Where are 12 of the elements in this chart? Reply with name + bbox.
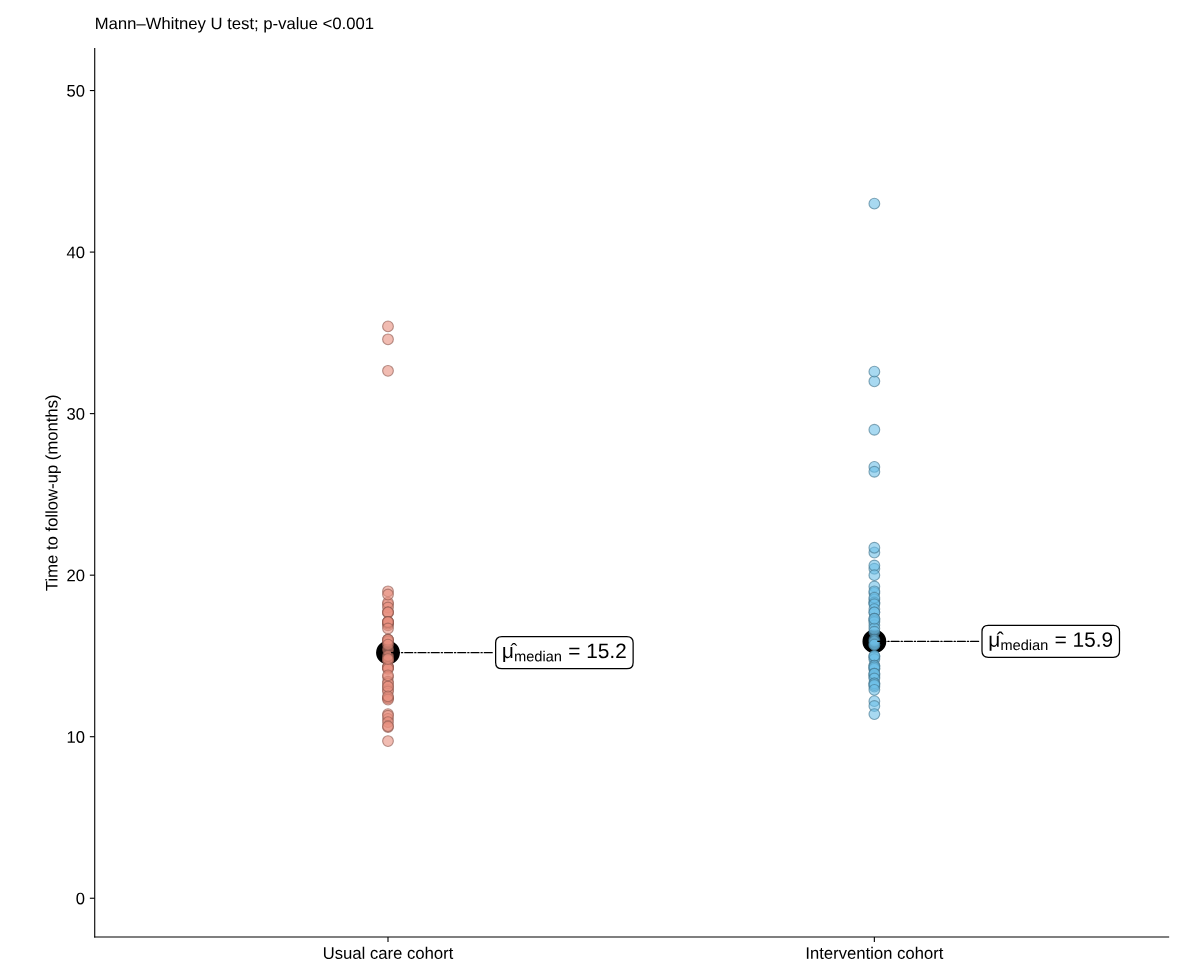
- x-tick-label: Intervention cohort: [806, 946, 944, 959]
- y-tick-label: 30: [67, 408, 85, 420]
- x-tick-label: Usual care cohort: [323, 946, 454, 959]
- annotation: μ̂$_{median}$ = 15.2: [503, 642, 626, 663]
- chart-title: Mann–Whitney U test; p-value <0.001: [96, 17, 374, 33]
- y-tick-label: 10: [67, 731, 85, 743]
- annotation: μ̂$_{median}$ = 15.9: [989, 631, 1113, 651]
- y-tick-label: 40: [66, 246, 85, 259]
- y-tick-label: 50: [67, 84, 85, 97]
- y-tick-label: 20: [67, 569, 85, 582]
- y-tick-label: 0: [76, 892, 85, 905]
- y-axis-title: Time to follow-up (months): [45, 395, 61, 591]
